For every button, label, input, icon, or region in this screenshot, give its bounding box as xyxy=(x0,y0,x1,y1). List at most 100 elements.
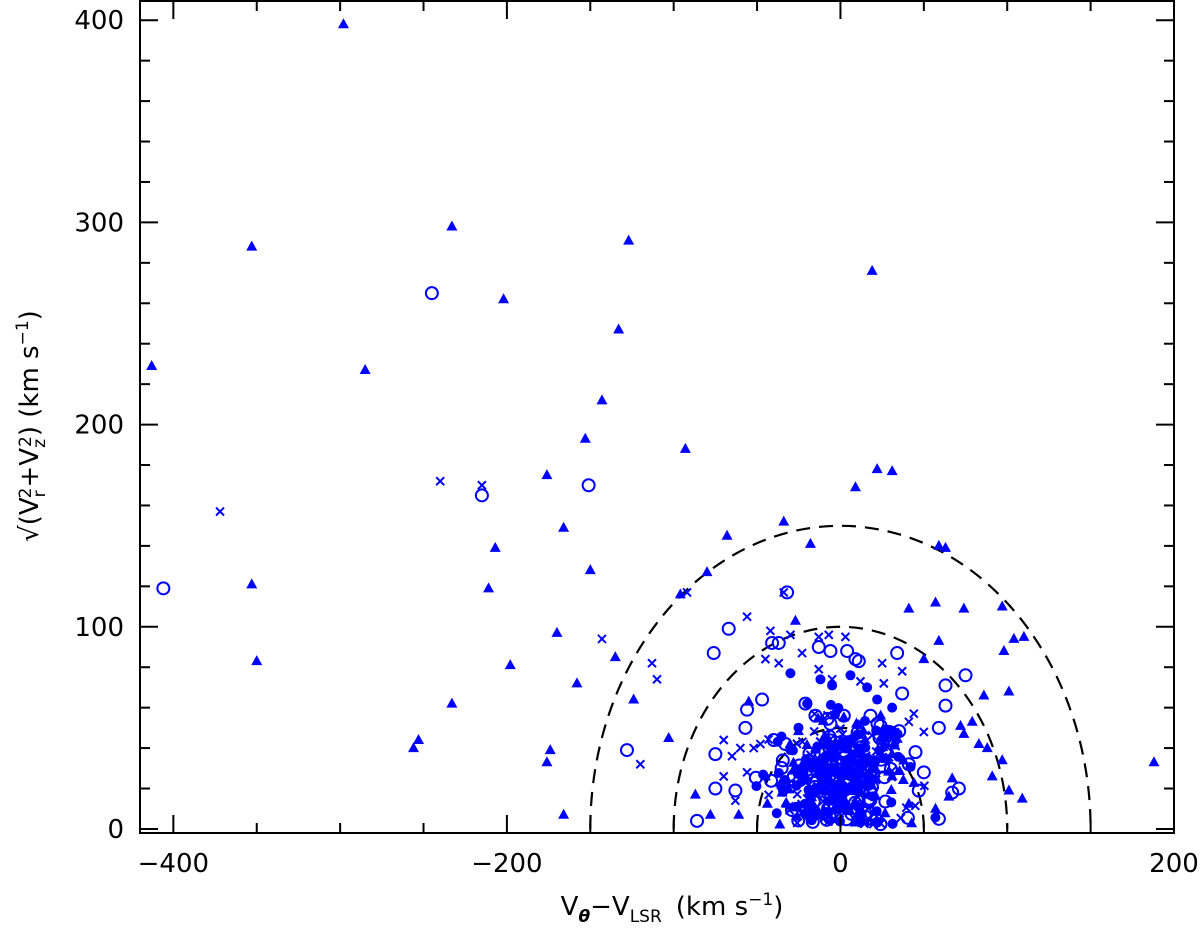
triangle-point xyxy=(483,582,495,593)
cross-point xyxy=(824,630,834,640)
open-circle-point xyxy=(951,781,966,796)
open-circle-point xyxy=(740,702,755,717)
cross-point xyxy=(802,759,812,769)
triangle-point xyxy=(894,764,906,775)
cross-point xyxy=(779,587,789,598)
triangle-point xyxy=(704,808,716,819)
triangle-point xyxy=(886,465,898,476)
cross-point xyxy=(435,476,445,486)
triangle-point xyxy=(1148,756,1160,767)
cross-point xyxy=(719,771,729,782)
open-circle-point xyxy=(861,776,876,791)
open-circle-point xyxy=(958,668,973,683)
open-circle-point xyxy=(931,720,946,735)
triangle-point xyxy=(623,234,635,245)
triangle-point xyxy=(541,469,553,480)
filled-circle-point xyxy=(872,694,883,705)
triangle-point xyxy=(804,537,816,548)
triangle-point xyxy=(875,731,887,742)
triangle-point xyxy=(761,797,773,808)
triangle-point xyxy=(817,714,829,725)
open-circle-point xyxy=(708,781,723,796)
cross-point xyxy=(814,664,824,674)
triangle-point xyxy=(903,797,915,808)
triangle-point xyxy=(1003,784,1015,795)
cross-point xyxy=(682,587,692,598)
open-circle-point xyxy=(804,785,819,800)
open-circle-point xyxy=(581,478,596,493)
triangle-point xyxy=(818,730,830,741)
dashed-circle-100 xyxy=(672,625,1009,829)
filled-circle-point xyxy=(871,725,882,736)
triangle-point xyxy=(930,802,942,813)
y-tick-label: 200 xyxy=(74,411,124,441)
triangle-point xyxy=(791,810,803,821)
triangle-point xyxy=(801,795,813,806)
open-circle-point xyxy=(890,646,905,661)
triangle-point xyxy=(446,697,458,708)
triangle-point xyxy=(958,602,970,613)
open-circle-point xyxy=(863,708,878,723)
triangle-point xyxy=(918,653,930,664)
y-tick-label: 300 xyxy=(74,208,124,238)
triangle-point xyxy=(571,677,583,688)
y-tick-label: 100 xyxy=(74,613,124,643)
open-circle-point xyxy=(764,773,779,788)
triangle-point xyxy=(996,600,1008,611)
filled-circle-point xyxy=(812,741,823,752)
plot-frame xyxy=(139,0,1175,834)
triangle-point xyxy=(879,807,891,818)
open-circle-point xyxy=(775,753,790,768)
triangle-point xyxy=(413,733,425,744)
triangle-point xyxy=(558,808,570,819)
open-circle-point xyxy=(786,769,801,784)
triangle-point xyxy=(946,772,958,783)
cross-point xyxy=(792,789,802,799)
filled-circle-point xyxy=(880,724,891,735)
open-circle-point xyxy=(916,765,931,780)
filled-circle-point xyxy=(860,742,871,753)
triangle-point xyxy=(733,808,745,819)
cross-point xyxy=(749,743,759,753)
filled-circle-point xyxy=(826,743,837,754)
cross-point xyxy=(597,634,607,644)
triangle-point xyxy=(897,773,909,784)
triangle-point xyxy=(584,564,596,575)
triangle-point xyxy=(787,756,799,767)
data-points xyxy=(146,18,1160,832)
cross-point xyxy=(822,769,833,780)
triangle-point xyxy=(558,521,570,532)
filled-circle-point xyxy=(893,751,904,762)
cross-point xyxy=(904,717,914,727)
triangle-point xyxy=(822,785,834,796)
triangle-point xyxy=(783,783,795,794)
filled-circle-point xyxy=(808,808,819,819)
triangle-point xyxy=(933,634,945,645)
triangle-point xyxy=(544,744,556,755)
filled-circle-point xyxy=(793,722,804,733)
triangle-point xyxy=(845,736,857,747)
open-circle-point xyxy=(851,654,866,669)
cross-point xyxy=(215,506,225,517)
cross-point xyxy=(785,630,796,640)
filled-circle-point xyxy=(930,812,941,823)
triangle-point xyxy=(866,264,878,275)
cross-point xyxy=(897,666,907,676)
triangle-point xyxy=(930,596,942,607)
triangle-point xyxy=(359,363,371,374)
cross-point xyxy=(876,818,886,829)
dashed-circle-150 xyxy=(589,525,1092,829)
triangle-point xyxy=(973,738,985,749)
triangle-point xyxy=(996,754,1008,765)
cross-point xyxy=(814,632,824,642)
cross-point xyxy=(730,795,741,806)
triangle-point xyxy=(489,541,501,552)
triangle-point xyxy=(778,515,790,526)
triangle-point xyxy=(689,788,701,799)
cross-point xyxy=(774,658,784,668)
cross-point xyxy=(719,735,729,745)
open-circle-point xyxy=(811,639,826,654)
triangle-point xyxy=(1008,632,1020,643)
y-axis-label: √(Vr2+Vz2) (km s−1) xyxy=(13,310,50,542)
cross-point xyxy=(887,766,897,776)
